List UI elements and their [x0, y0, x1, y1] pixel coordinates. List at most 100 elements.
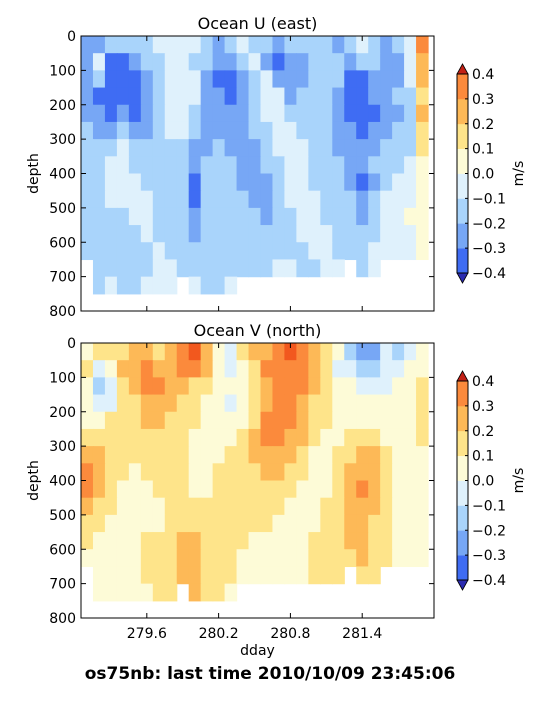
heatmap-cell	[260, 190, 274, 209]
heatmap-cell	[116, 70, 130, 89]
heatmap-cell	[308, 343, 321, 361]
heatmap-cell	[296, 156, 309, 175]
heatmap-cell	[344, 104, 357, 123]
heatmap-cell	[272, 428, 286, 447]
heatmap-cell	[392, 480, 405, 499]
heatmap-cell	[344, 139, 357, 157]
heatmap-cell	[128, 190, 142, 209]
heatmap-cell	[416, 446, 429, 464]
heatmap-cell	[272, 121, 286, 140]
heatmap-cell	[116, 139, 130, 157]
heatmap-cell	[272, 190, 286, 209]
heatmap-cell	[92, 532, 106, 550]
heatmap-cell	[404, 173, 417, 192]
heatmap-cell	[176, 53, 190, 71]
heatmap-cell	[344, 87, 357, 106]
heatmap-cell	[92, 480, 106, 499]
heatmap-cell	[308, 463, 321, 482]
heatmap-cell	[284, 394, 297, 413]
heatmap-cell	[380, 463, 393, 482]
heatmap-cell	[200, 87, 214, 106]
heatmap-cell	[236, 360, 250, 378]
heatmap-cell	[332, 36, 345, 54]
heatmap-cell	[140, 104, 154, 123]
heatmap-cell	[104, 173, 118, 192]
heatmap-cell	[116, 480, 130, 499]
heatmap-cell	[368, 173, 381, 192]
heatmap-cell	[248, 497, 262, 516]
heatmap-cell	[128, 225, 142, 243]
y-tick-label: 400	[49, 474, 76, 490]
heatmap-cell	[92, 377, 106, 396]
colorbar-over-extension	[456, 63, 469, 75]
colorbar-segment	[457, 74, 468, 100]
heatmap-cell	[296, 532, 309, 550]
heatmap-cell	[104, 343, 118, 361]
heatmap-cell	[164, 480, 178, 499]
heatmap-cell	[116, 514, 130, 533]
heatmap-cell	[260, 343, 274, 361]
heatmap-cell	[356, 463, 369, 482]
heatmap-cell	[104, 394, 118, 413]
heatmap-cell	[284, 104, 297, 123]
heatmap-cell	[272, 463, 286, 482]
heatmap-cell	[356, 242, 369, 261]
heatmap-cell	[308, 87, 321, 106]
heatmap-cell	[188, 87, 202, 106]
heatmap-cell	[188, 583, 202, 602]
heatmap-cell	[176, 514, 190, 533]
figure-caption: os75nb: last time 2010/10/09 23:45:06	[84, 664, 456, 684]
heatmap-cell	[356, 70, 369, 89]
heatmap-cell	[404, 377, 417, 396]
heatmap-cell	[116, 549, 130, 568]
heatmap-cell	[116, 463, 130, 482]
heatmap-cell	[296, 36, 309, 54]
heatmap-cell	[296, 53, 309, 71]
heatmap-cell	[404, 53, 417, 71]
heatmap-cell	[81, 377, 94, 396]
heatmap-cell	[404, 411, 417, 430]
heatmap-cell	[248, 190, 262, 209]
heatmap-cell	[92, 70, 106, 89]
heatmap-cell	[236, 36, 250, 54]
y-tick-label: 700	[49, 577, 76, 593]
heatmap-cell	[392, 497, 405, 516]
colorbar-tick-label: −0.4	[472, 573, 506, 589]
heatmap-cell	[140, 70, 154, 89]
heatmap-cell	[116, 104, 130, 123]
heatmap-cell	[308, 242, 321, 261]
heatmap-cell	[104, 566, 118, 585]
heatmap-cell	[416, 225, 429, 243]
heatmap-cell	[320, 566, 333, 585]
heatmap-cell	[296, 463, 309, 482]
heatmap-cell	[128, 446, 142, 464]
heatmap-cell	[236, 480, 250, 499]
y-tick-label: 300	[49, 132, 76, 148]
colorbar-segment	[457, 405, 468, 432]
heatmap-cell	[140, 343, 154, 361]
heatmap-cell	[200, 259, 214, 278]
heatmap-cell	[140, 446, 154, 464]
heatmap-cell	[416, 104, 429, 123]
heatmap-cell	[152, 446, 166, 464]
heatmap-cell	[188, 207, 202, 226]
heatmap-cell	[92, 156, 106, 175]
heatmap-cell	[236, 463, 250, 482]
heatmap-cell	[332, 446, 345, 464]
heatmap-cell	[320, 190, 333, 209]
heatmap-cell	[152, 190, 166, 209]
heatmap-cell	[320, 377, 333, 396]
heatmap-cell	[152, 104, 166, 123]
heatmap-cell	[212, 394, 226, 413]
heatmap-cell	[248, 70, 262, 89]
heatmap-cell	[344, 70, 357, 89]
heatmap-cell	[404, 343, 417, 361]
heatmap-cell	[152, 532, 166, 550]
heatmap-cell	[248, 343, 262, 361]
heatmap-cell	[332, 480, 345, 499]
heatmap-cell	[104, 242, 118, 261]
heatmap-cell	[392, 394, 405, 413]
heatmap-cell	[116, 276, 130, 295]
heatmap-cell	[368, 411, 381, 430]
heatmap-cell	[200, 411, 214, 430]
